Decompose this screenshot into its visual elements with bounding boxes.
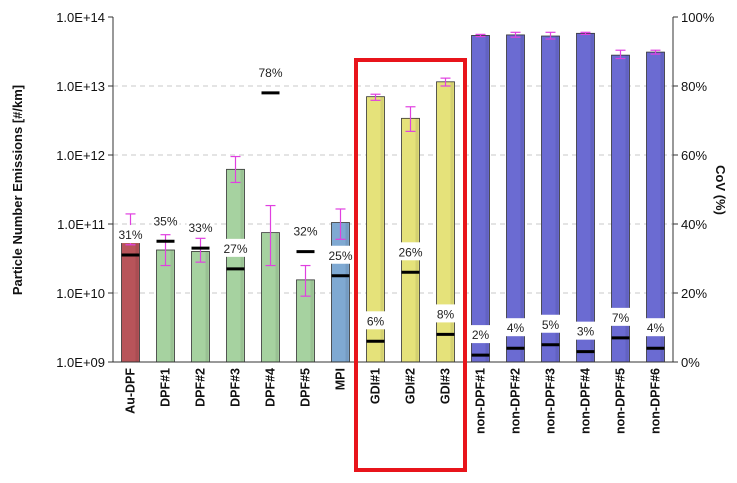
- bar-shade: [240, 169, 244, 362]
- y-tick-label: 1.0E+10: [56, 286, 105, 301]
- category-label: non-DPF#5: [614, 368, 628, 434]
- cov-label-bg: [116, 225, 145, 244]
- y2-tick-label: 100%: [681, 10, 715, 25]
- cov-label-bg: [606, 307, 635, 326]
- category-label: DPF#5: [299, 368, 313, 407]
- y-axis-title: Particle Number Emissions [#/km]: [10, 85, 25, 295]
- bar-shade: [345, 222, 349, 362]
- bar-shade: [520, 34, 524, 362]
- bar-shade: [205, 251, 209, 362]
- highlight-box: [354, 58, 467, 472]
- cov-label-bg: [221, 238, 250, 257]
- cov-label-bg: [326, 245, 355, 264]
- bar-shade: [135, 228, 139, 362]
- cov-label: 35%: [153, 214, 177, 228]
- y-tick-label: 1.0E+12: [56, 148, 105, 163]
- bar-shade: [625, 55, 629, 363]
- y-tick-label: 1.0E+09: [56, 355, 105, 370]
- y2-tick-label: 20%: [681, 286, 707, 301]
- axes: 1.0E+09 1.0E+10 1.0E+11 1.0E+12 1.0E+13 1.0E+…: [56, 10, 714, 370]
- bar-shade: [660, 52, 664, 363]
- cov-label: 8%: [437, 307, 455, 321]
- category-label: DPF#3: [229, 368, 243, 407]
- y-tick-label: 1.0E+13: [56, 79, 105, 94]
- cov-label-bg: [466, 325, 495, 344]
- y2-tick-label: 80%: [681, 79, 707, 94]
- cov-label-bg: [536, 314, 565, 333]
- cov-label-bg: [641, 318, 670, 337]
- category-label: DPF#4: [264, 368, 278, 407]
- category-label: non-DPF#2: [509, 368, 523, 434]
- cov-label: 4%: [507, 321, 525, 335]
- y-tick-label: 1.0E+11: [57, 217, 105, 232]
- category-label: GDI#1: [369, 368, 383, 404]
- cov-label-bg: [256, 62, 285, 81]
- cov-label: 7%: [612, 311, 630, 325]
- bar-shade: [170, 249, 174, 362]
- bar-shade: [275, 232, 279, 362]
- category-label: MPI: [334, 368, 348, 390]
- bar-shade: [415, 118, 419, 362]
- y-tick-label: 1.0E+14: [56, 10, 105, 25]
- category-label: GDI#2: [404, 368, 418, 404]
- category-label: non-DPF#4: [579, 368, 593, 434]
- y2-axis-title: CoV (%): [713, 165, 728, 215]
- cov-label-bg: [571, 321, 600, 340]
- cov-label-bg: [186, 218, 215, 237]
- cov-label: 2%: [472, 328, 490, 342]
- cov-label-bg: [151, 211, 180, 230]
- bar-shade: [310, 279, 314, 362]
- bar-shade: [485, 35, 489, 362]
- y2-tick-label: 60%: [681, 148, 707, 163]
- cov-label: 31%: [118, 228, 142, 242]
- cov-label: 5%: [542, 318, 560, 332]
- category-label: non-DPF#3: [544, 368, 558, 434]
- cov-label-bg: [361, 311, 390, 330]
- category-label: non-DPF#6: [649, 368, 663, 434]
- category-label: DPF#2: [194, 368, 208, 407]
- cov-label: 3%: [577, 325, 595, 339]
- cov-label: 32%: [293, 225, 317, 239]
- cov-label: 25%: [328, 249, 352, 263]
- cov-label-bg: [396, 242, 425, 261]
- bar-shade: [555, 36, 559, 362]
- cov-label: 78%: [258, 66, 282, 80]
- bar-shade: [590, 33, 594, 363]
- y2-tick-label: 40%: [681, 217, 707, 232]
- bars-group: [121, 31, 665, 363]
- cov-label-bg: [431, 304, 460, 323]
- cov-label: 4%: [647, 321, 665, 335]
- cov-label: 6%: [367, 314, 385, 328]
- bar-shade: [380, 96, 384, 362]
- category-label: GDI#3: [439, 368, 453, 404]
- y2-tick-label: 0%: [681, 355, 700, 370]
- cov-label-bg: [501, 318, 530, 337]
- cov-label: 27%: [223, 242, 247, 256]
- category-label: non-DPF#1: [474, 368, 488, 434]
- cov-label: 33%: [188, 221, 212, 235]
- bar-shade: [450, 81, 454, 362]
- labels-group: 31% Au-DPF 35% DPF#1 33% DPF#2 27% DPF#3 78% DPF#…: [116, 58, 670, 472]
- cov-label-bg: [291, 221, 320, 240]
- cov-label: 26%: [398, 245, 422, 259]
- category-label: DPF#1: [159, 368, 173, 407]
- category-label: Au-DPF: [124, 368, 138, 414]
